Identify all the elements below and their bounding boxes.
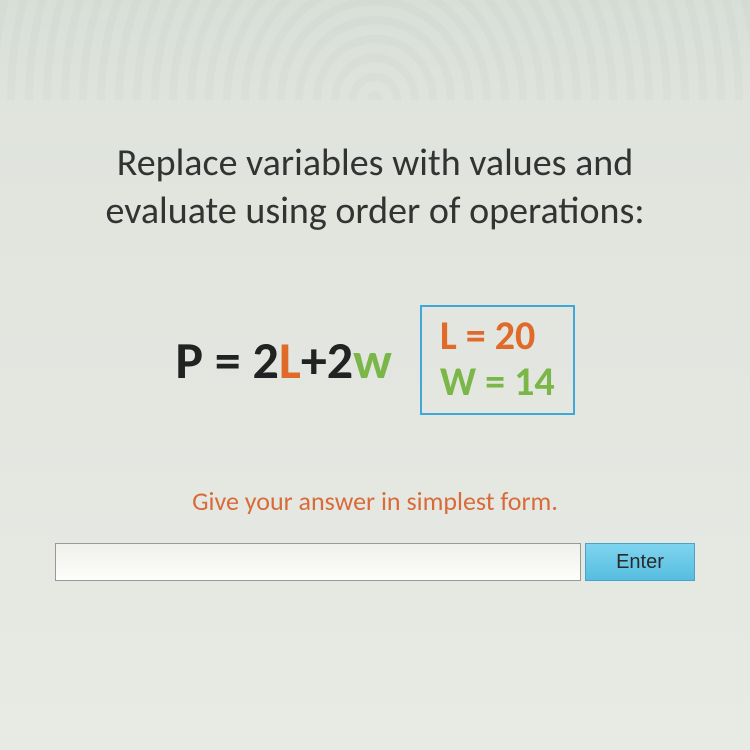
value-box: L = 20 W = 14 <box>420 305 575 415</box>
answer-input[interactable] <box>55 543 581 581</box>
instruction-line-2: evaluate using order of operations: <box>105 188 644 234</box>
question-container: Replace variables with values and evalua… <box>0 0 750 581</box>
value-L: L = 20 <box>440 313 555 359</box>
hint-text: Give your answer in simplest form. <box>30 485 720 517</box>
enter-button[interactable]: Enter <box>585 543 695 581</box>
value-W: W = 14 <box>440 359 555 405</box>
formula-expression: P = 2L+2w <box>175 328 391 392</box>
formula-var-w: w <box>353 328 392 392</box>
formula-lhs: P <box>175 328 203 392</box>
instruction-line-1: Replace variables with values and <box>117 140 634 186</box>
formula-var-L: L <box>279 328 301 392</box>
formula-row: P = 2L+2w L = 20 W = 14 <box>30 305 720 415</box>
formula-coef-2: 2 <box>327 328 353 392</box>
answer-row: Enter <box>55 543 695 581</box>
formula-eq: = <box>203 328 252 392</box>
instruction-text: Replace variables with values and evalua… <box>30 140 720 235</box>
formula-coef-1: 2 <box>252 328 278 392</box>
formula-plus: + <box>301 328 327 392</box>
